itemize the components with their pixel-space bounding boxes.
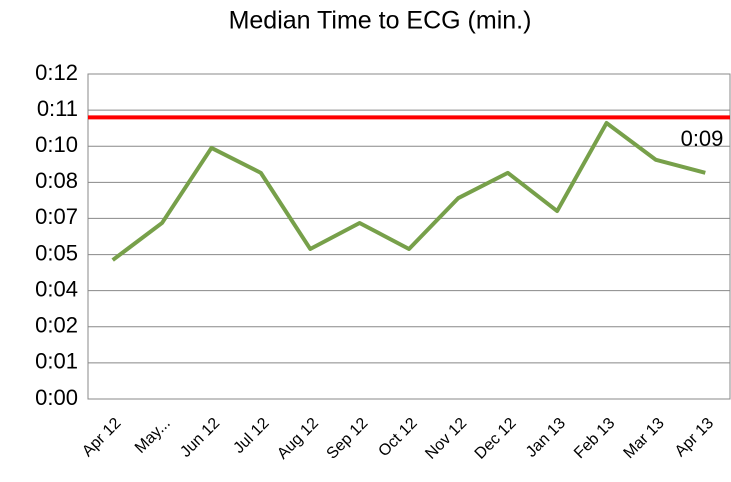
- x-tick-label: Apr 13: [672, 415, 717, 460]
- plot-area: [87, 73, 731, 400]
- x-tick-label: May...: [132, 415, 174, 457]
- line-series: [111, 121, 706, 262]
- x-tick-label: Jun 12: [177, 415, 223, 461]
- y-tick-label: 0:05: [35, 240, 78, 265]
- y-tick-label: 0:08: [35, 168, 78, 193]
- y-tick-label: 0:10: [35, 132, 78, 157]
- chart-title: Median Time to ECG (min.): [229, 7, 532, 35]
- y-tick-label: 0:04: [35, 276, 78, 301]
- x-tick-label: Dec 12: [472, 415, 520, 463]
- x-tick-label: Mar 13: [621, 415, 668, 462]
- y-tick-label: 0:02: [35, 313, 78, 338]
- y-tick-label: 0:00: [35, 385, 78, 410]
- y-tick-label: 0:12: [35, 60, 78, 85]
- x-tick-label: Aug 12: [274, 415, 322, 463]
- x-tick-label: Jul 12: [230, 415, 272, 457]
- x-tick-label: Apr 12: [79, 415, 124, 460]
- y-tick-label: 0:01: [35, 349, 78, 374]
- y-tick-label: 0:11: [37, 96, 78, 121]
- x-tick-label: Feb 13: [571, 415, 618, 462]
- annotation: 0:09: [681, 126, 724, 151]
- x-tick-label: Jan 13: [523, 415, 569, 461]
- x-tick-label: Sep 12: [324, 415, 372, 463]
- x-tick-label: Oct 12: [375, 415, 420, 460]
- y-tick-label: 0:07: [35, 204, 78, 229]
- x-tick-label: Nov 12: [422, 415, 470, 463]
